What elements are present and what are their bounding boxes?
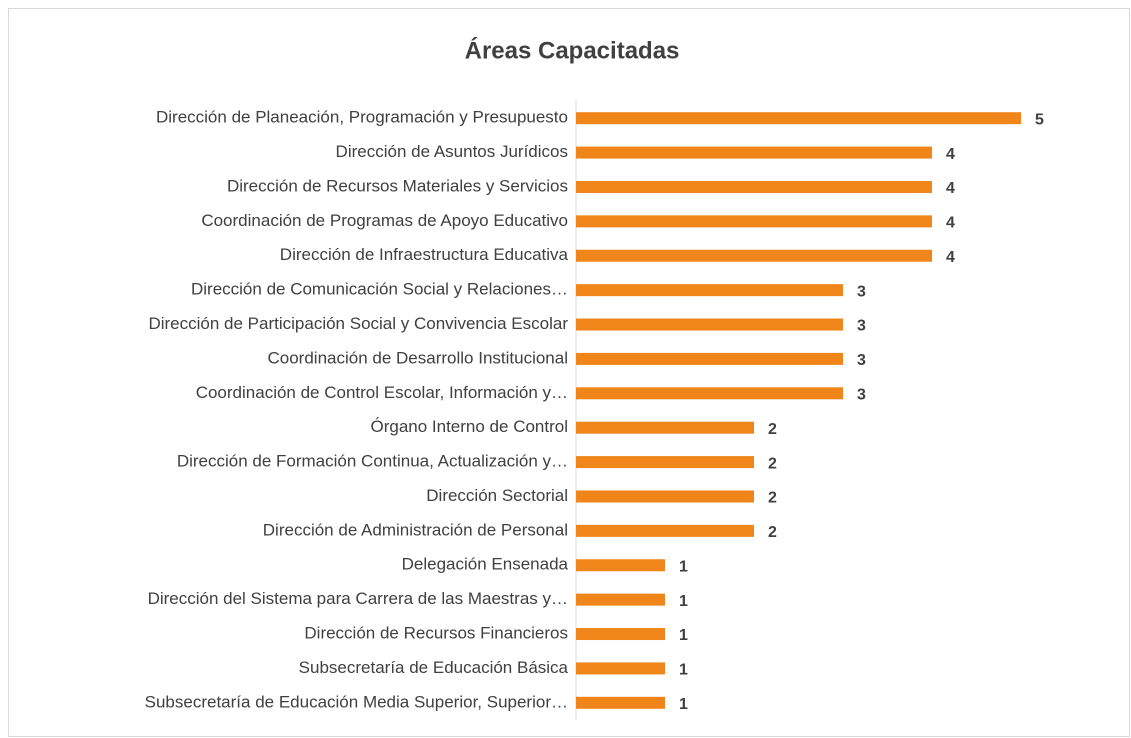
- bar: [576, 490, 754, 503]
- category-label: Dirección del Sistema para Carrera de la…: [148, 589, 568, 608]
- bar: [576, 352, 843, 365]
- category-label: Dirección de Recursos Materiales y Servi…: [227, 176, 568, 195]
- chart-border: [8, 8, 1130, 737]
- bar: [576, 593, 665, 606]
- data-label: 4: [946, 249, 955, 266]
- category-label: Dirección de Infraestructura Educativa: [280, 245, 569, 264]
- data-label: 4: [946, 146, 955, 163]
- chart-title: Áreas Capacitadas: [465, 36, 680, 64]
- category-label: Dirección Sectorial: [426, 486, 568, 505]
- data-label: 3: [857, 352, 866, 369]
- category-label: Dirección de Formación Continua, Actuali…: [177, 452, 568, 471]
- data-label: 1: [679, 627, 688, 644]
- data-label: 5: [1035, 111, 1044, 128]
- bar: [576, 559, 665, 572]
- data-label: 2: [768, 524, 777, 541]
- category-label: Órgano Interno de Control: [370, 417, 568, 436]
- category-label: Dirección de Recursos Financieros: [304, 624, 568, 643]
- data-label: 1: [679, 593, 688, 610]
- category-label: Dirección de Planeación, Programación y …: [156, 108, 568, 127]
- bar: [576, 249, 932, 262]
- data-label: 4: [946, 215, 955, 232]
- bar: [576, 146, 932, 159]
- bar: [576, 318, 843, 331]
- bar: [576, 284, 843, 297]
- data-label: 1: [679, 696, 688, 713]
- bar: [576, 112, 1021, 125]
- category-label: Coordinación de Control Escolar, Informa…: [196, 383, 568, 402]
- bar: [576, 180, 932, 193]
- bar: [576, 696, 665, 709]
- data-label: 2: [768, 490, 777, 507]
- bar: [576, 215, 932, 228]
- data-label: 2: [768, 421, 777, 438]
- category-label: Dirección de Asuntos Jurídicos: [336, 142, 568, 161]
- bar: [576, 662, 665, 675]
- bar: [576, 456, 754, 469]
- data-label: 1: [679, 662, 688, 679]
- category-label: Coordinación de Desarrollo Institucional: [268, 348, 569, 367]
- category-label: Dirección de Comunicación Social y Relac…: [191, 280, 568, 299]
- data-label: 3: [857, 318, 866, 335]
- category-label: Dirección de Administración de Personal: [263, 520, 568, 539]
- category-label: Coordinación de Programas de Apoyo Educa…: [201, 211, 568, 230]
- category-label: Delegación Ensenada: [402, 555, 569, 574]
- data-label: 3: [857, 387, 866, 404]
- data-label: 4: [946, 180, 955, 197]
- data-label: 2: [768, 455, 777, 472]
- data-label: 1: [679, 558, 688, 575]
- bar: [576, 387, 843, 400]
- bar: [576, 421, 754, 434]
- data-label: 3: [857, 283, 866, 300]
- category-label: Subsecretaría de Educación Media Superio…: [145, 692, 568, 711]
- bar: [576, 524, 754, 537]
- category-label: Dirección de Participación Social y Conv…: [148, 314, 568, 333]
- category-label: Subsecretaría de Educación Básica: [299, 658, 569, 677]
- bar: [576, 628, 665, 641]
